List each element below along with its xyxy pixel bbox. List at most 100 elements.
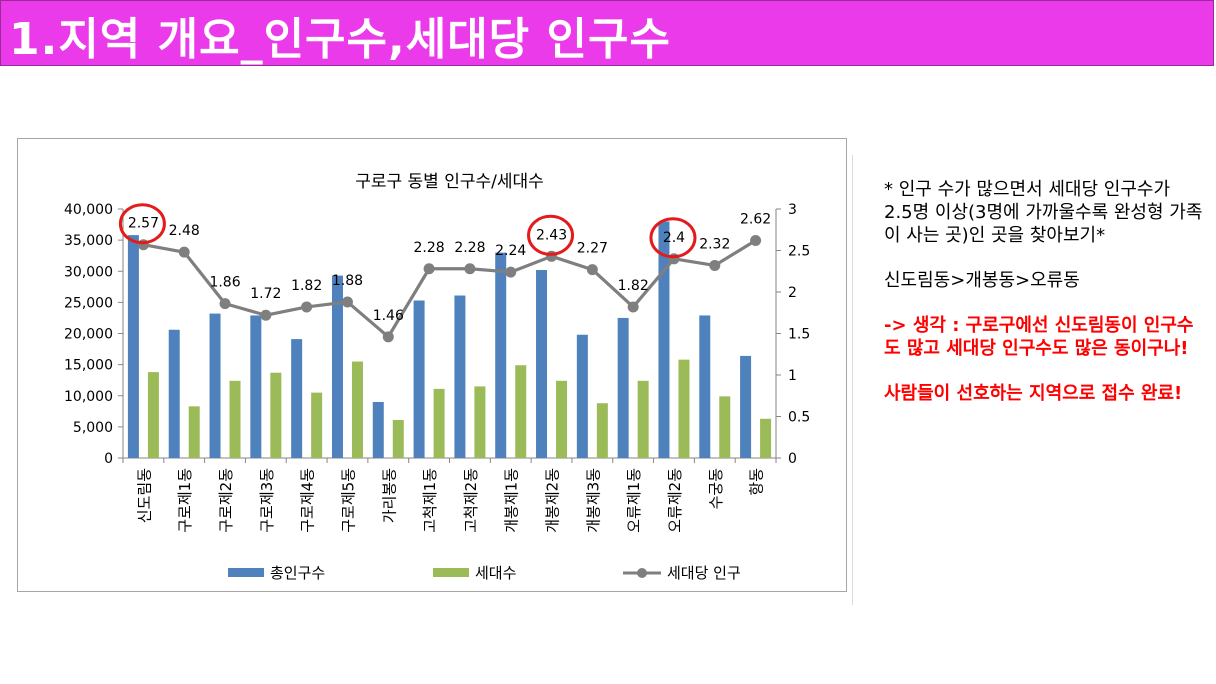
right-tick-label: 1	[788, 368, 797, 384]
bar-households	[760, 418, 772, 458]
category-label: 수궁동	[707, 468, 725, 510]
bar-population	[576, 334, 588, 458]
bar-households	[678, 359, 690, 458]
left-tick-label: 15,000	[64, 358, 113, 374]
bar-households	[596, 403, 608, 458]
category-label: 항동	[748, 468, 766, 496]
bar-households	[556, 380, 568, 458]
line-point	[178, 246, 190, 258]
line-point	[709, 259, 721, 271]
left-tick-label: 25,000	[64, 295, 113, 311]
left-tick-label: 0	[104, 451, 113, 467]
legend-swatch-marker	[637, 568, 647, 578]
line-point	[586, 264, 598, 276]
legend-label: 총인구수	[270, 564, 325, 582]
bar-households	[147, 372, 159, 458]
bar-population	[372, 401, 384, 458]
line-per-household	[143, 239, 757, 339]
left-tick-label: 5,000	[73, 420, 113, 436]
data-label: 2.57	[128, 216, 159, 232]
data-label: 1.72	[250, 286, 281, 302]
data-label: 2.32	[699, 236, 730, 252]
page-title: 1.지역 개요_인구수,세대당 인구수	[9, 14, 671, 65]
bar-population	[250, 315, 262, 458]
note-conclusion: 사람들이 선호하는 지역으로 접수 완료!	[884, 383, 1183, 404]
left-tick-label: 30,000	[64, 264, 113, 280]
highlight-circle	[649, 217, 697, 259]
bar-households	[188, 406, 200, 458]
data-label: 1.46	[373, 308, 404, 324]
line-point	[464, 263, 476, 275]
highlight-circle	[527, 214, 575, 256]
note-ranking: 신도림동>개봉동>오류동	[884, 270, 1080, 291]
category-label: 고척제2동	[462, 468, 480, 533]
category-label: 구로제1동	[176, 468, 194, 533]
data-label: 1.88	[332, 273, 363, 289]
bar-population	[291, 339, 303, 458]
data-label: 1.82	[291, 278, 322, 294]
data-label: 2.28	[454, 240, 485, 256]
data-label: 2.24	[495, 243, 526, 259]
chart-frame: 구로구 동별 인구수/세대수 0 5,000 10,000 15,000 20,000 25…	[17, 138, 847, 592]
bar-households	[474, 386, 486, 458]
bar-households	[392, 420, 404, 458]
right-tick-label: 0	[788, 451, 797, 467]
population-chart: 구로구 동별 인구수/세대수 0 5,000 10,000 15,000 20,000 25…	[64, 172, 810, 582]
bar-population	[413, 300, 425, 458]
data-label: 2.43	[536, 227, 567, 243]
legend-label: 세대당 인구	[667, 564, 741, 582]
bar-population	[740, 355, 752, 458]
right-tick-label: 2	[788, 285, 797, 301]
note-criteria: * 인구 수가 많으면서 세대당 인구수가 2.5명 이상(3명에 가까울수록 …	[884, 179, 1203, 246]
bar-households	[637, 380, 649, 458]
divider	[852, 155, 853, 605]
bar-population	[699, 315, 711, 458]
bar-population	[127, 235, 139, 458]
line-point	[219, 298, 231, 310]
right-tick-label: 1.5	[788, 327, 810, 343]
bar-population	[536, 270, 548, 458]
bar-households	[311, 392, 323, 458]
category-label: 오류제1동	[625, 468, 643, 533]
right-tick-label: 2.5	[788, 244, 810, 260]
bar-households	[433, 388, 445, 458]
legend-label: 세대수	[475, 564, 516, 582]
line-point	[260, 309, 272, 321]
line-point	[301, 301, 313, 313]
data-label: 2.27	[577, 241, 608, 257]
data-label: 2.48	[169, 223, 200, 239]
data-label: 1.82	[618, 278, 649, 294]
data-label: 1.86	[209, 275, 240, 291]
category-label: 개봉제1동	[503, 468, 521, 533]
category-label: 구로제5동	[339, 468, 357, 533]
line-point	[341, 296, 353, 308]
note-thought: -> 생각 : 구로구에선 신도림동이 인구수도 많고 세대당 인구수도 많은 …	[884, 315, 1194, 359]
legend-swatch-population	[228, 568, 264, 577]
bar-households	[270, 372, 282, 458]
category-label: 구로제4동	[299, 468, 317, 533]
left-tick-label: 40,000	[64, 202, 113, 218]
bar-households	[719, 396, 731, 458]
category-label: 구로제2동	[217, 468, 235, 533]
left-tick-label: 20,000	[64, 327, 113, 343]
bar-population	[617, 317, 629, 458]
line-point	[750, 235, 762, 247]
line-point	[423, 263, 435, 275]
right-tick-label: 3	[788, 202, 797, 218]
bar-population	[658, 221, 670, 458]
line-point	[505, 266, 517, 278]
data-label: 2.28	[414, 240, 445, 256]
bar-population	[454, 295, 466, 458]
category-label: 가리봉동	[380, 468, 398, 523]
data-label: 2.4	[663, 230, 685, 246]
category-label: 개봉제3동	[584, 468, 602, 533]
line-point	[382, 331, 394, 343]
title-bar: 1.지역 개요_인구수,세대당 인구수	[0, 0, 1214, 66]
category-label: 개봉제2동	[544, 468, 562, 533]
bar-population	[495, 252, 507, 458]
data-label: 2.62	[740, 212, 771, 228]
bar-households	[229, 380, 241, 458]
category-label: 고척제1동	[421, 468, 439, 533]
highlight-circle	[118, 203, 166, 245]
category-label: 구로제3동	[258, 468, 276, 533]
